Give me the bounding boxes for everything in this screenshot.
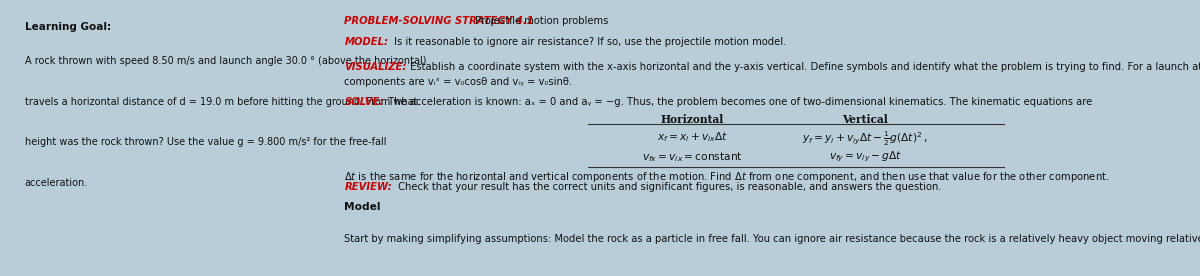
Text: A rock thrown with speed 8.50 m/s and launch angle 30.0 ° (above the horizontal): A rock thrown with speed 8.50 m/s and la… xyxy=(25,56,426,66)
Text: The acceleration is known: aₓ = 0 and aᵧ = −g. Thus, the problem becomes one of : The acceleration is known: aₓ = 0 and aᵧ… xyxy=(385,97,1092,107)
Text: Model: Model xyxy=(344,201,380,212)
Text: PROBLEM-SOLVING STRATEGY 4.1: PROBLEM-SOLVING STRATEGY 4.1 xyxy=(344,16,534,26)
Text: $y_f = y_i + v_{iy}\Delta t - \frac{1}{2}g(\Delta t)^2\,,$: $y_f = y_i + v_{iy}\Delta t - \frac{1}{2… xyxy=(803,130,928,148)
Text: Learning Goal:: Learning Goal: xyxy=(25,22,110,32)
Text: $v_{fx} = v_{ix} = \mathrm{constant}$: $v_{fx} = v_{ix} = \mathrm{constant}$ xyxy=(642,150,743,164)
Text: $\Delta t$ is the same for the horizontal and vertical components of the motion.: $\Delta t$ is the same for the horizonta… xyxy=(344,170,1110,184)
Text: SOLVE:: SOLVE: xyxy=(344,97,384,107)
Text: MODEL:: MODEL: xyxy=(344,37,389,47)
Text: acceleration.: acceleration. xyxy=(25,177,88,188)
Text: Horizontal: Horizontal xyxy=(660,114,724,125)
Text: Check that your result has the correct units and significant figures, is reasona: Check that your result has the correct u… xyxy=(395,182,941,192)
Text: Start by making simplifying assumptions: Model the rock as a particle in free fa: Start by making simplifying assumptions:… xyxy=(344,234,1200,244)
Text: VISUALIZE:: VISUALIZE: xyxy=(344,62,407,72)
Text: Establish a coordinate system with the x-axis horizontal and the y-axis vertical: Establish a coordinate system with the x… xyxy=(407,62,1200,72)
Text: REVIEW:: REVIEW: xyxy=(344,182,392,192)
Text: travels a horizontal distance of d = 19.0 m before hitting the ground. From what: travels a horizontal distance of d = 19.… xyxy=(25,97,418,107)
Text: height was the rock thrown? Use the value g = 9.800 m/s² for the free-fall: height was the rock thrown? Use the valu… xyxy=(25,137,386,147)
Text: Vertical: Vertical xyxy=(842,114,888,125)
Text: $x_f = x_i + v_{ix}\Delta t$: $x_f = x_i + v_{ix}\Delta t$ xyxy=(656,130,727,144)
Text: Is it reasonable to ignore air resistance? If so, use the projectile motion mode: Is it reasonable to ignore air resistanc… xyxy=(391,37,786,47)
Text: components are vᵢˣ = v₀cosθ and vᵢᵧ = v₀sinθ.: components are vᵢˣ = v₀cosθ and vᵢᵧ = v₀… xyxy=(344,77,572,87)
Text: $v_{fy} = v_{iy} - g\Delta t$: $v_{fy} = v_{iy} - g\Delta t$ xyxy=(828,150,902,164)
Text: Projectile motion problems: Projectile motion problems xyxy=(473,16,608,26)
